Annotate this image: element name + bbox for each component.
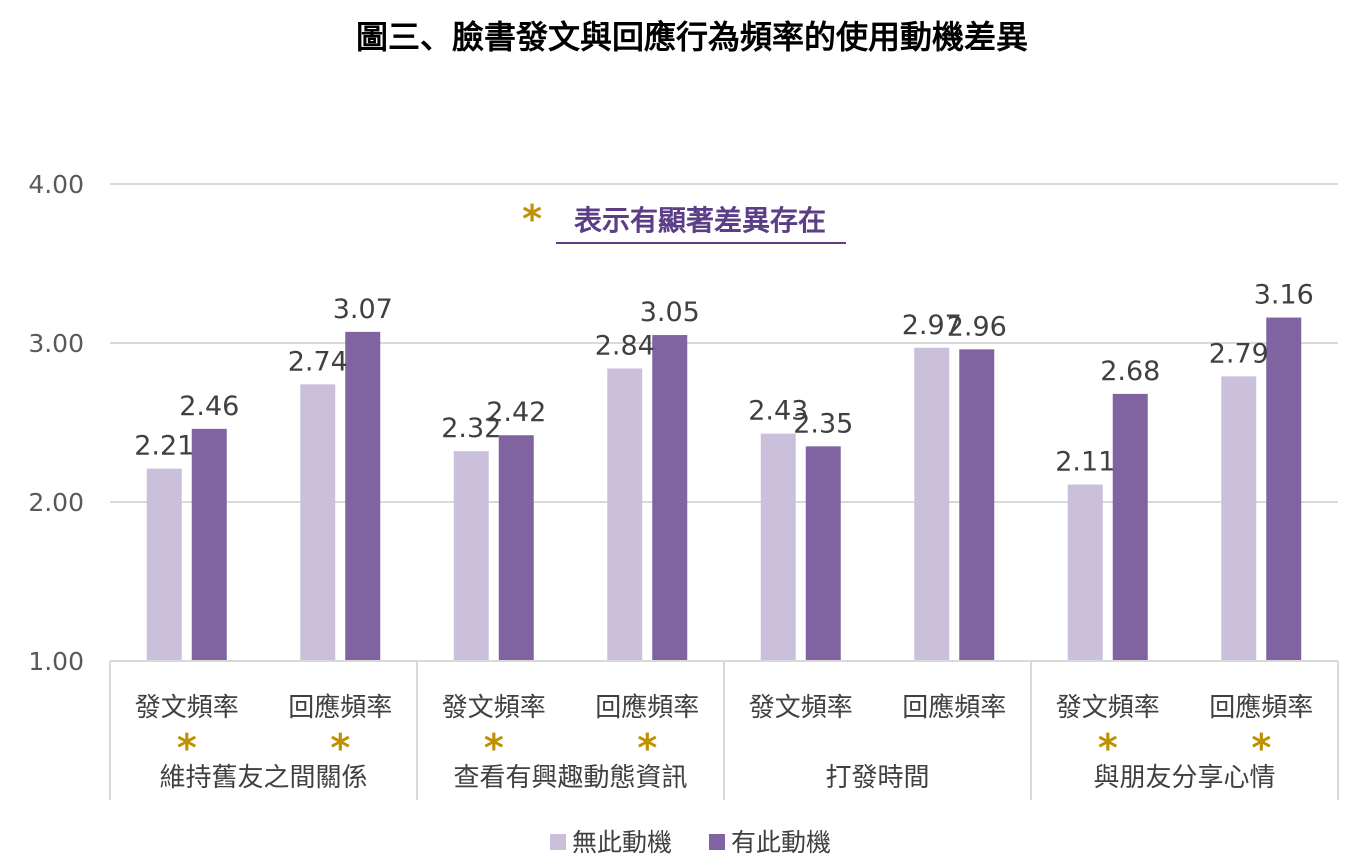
significance-star-icon: * — [1098, 726, 1118, 770]
chart-title: 圖三、臉書發文與回應行為頻率的使用動機差異 — [356, 18, 1028, 56]
x-axis: 維持舊友之間關係發文頻率*回應頻率*查看有興趣動態資訊發文頻率*回應頻率*打發時… — [109, 660, 1339, 800]
data-label: 3.16 — [1254, 280, 1314, 311]
data-label: 2.42 — [486, 397, 546, 428]
category-label: 發文頻率 — [442, 693, 546, 723]
bars — [146, 317, 1302, 661]
data-label: 2.11 — [1055, 447, 1115, 478]
bar — [1112, 393, 1148, 661]
note-star-icon: * — [522, 197, 542, 241]
bar — [498, 435, 534, 661]
legend: 無此動機 有此動機 — [550, 828, 831, 857]
legend-swatch — [550, 834, 566, 850]
data-label: 3.07 — [333, 294, 393, 325]
data-label: 2.43 — [748, 396, 808, 427]
bar — [914, 347, 950, 661]
data-label: 3.05 — [640, 297, 700, 328]
data-label: 2.21 — [134, 431, 194, 462]
data-label: 2.97 — [902, 310, 962, 341]
group-label: 查看有興趣動態資訊 — [453, 763, 687, 793]
legend-swatch — [709, 834, 725, 850]
bar — [345, 331, 381, 661]
category-label: 發文頻率 — [1056, 693, 1160, 723]
group-label: 打發時間 — [825, 763, 929, 793]
significance-star-icon: * — [484, 726, 504, 770]
y-tick-label: 2.00 — [28, 488, 84, 517]
data-labels: 2.21 2.46 2.74 3.07 2.322.42 2.843.05 2.432.35… — [134, 280, 1314, 478]
significance-star-icon: * — [1251, 726, 1271, 770]
legend-label: 有此動機 — [731, 828, 831, 857]
significance-note: * 表示有顯著差異存在 — [522, 197, 846, 244]
data-label: 2.32 — [441, 413, 501, 444]
category-label: 回應頻率 — [902, 693, 1006, 723]
bar — [300, 384, 336, 661]
bar — [1221, 376, 1257, 661]
legend-label: 無此動機 — [572, 828, 672, 857]
bar — [607, 368, 643, 661]
y-tick-label: 3.00 — [28, 329, 84, 358]
data-label: 2.46 — [179, 391, 239, 422]
significance-star-icon: * — [637, 726, 657, 770]
bar — [652, 335, 688, 661]
category-label: 回應頻率 — [288, 693, 392, 723]
bar — [191, 428, 227, 661]
bar — [1067, 484, 1103, 661]
data-label: 2.79 — [1209, 338, 1269, 369]
note-text: 表示有顯著差異存在 — [574, 204, 826, 237]
category-label: 發文頻率 — [749, 693, 853, 723]
data-label: 2.96 — [947, 311, 1007, 342]
significance-star-icon: * — [177, 726, 197, 770]
data-label: 2.84 — [595, 330, 655, 361]
significance-star-icon: * — [330, 726, 350, 770]
y-tick-label: 1.00 — [28, 647, 84, 676]
bar — [805, 446, 841, 661]
data-label: 2.68 — [1100, 356, 1160, 387]
data-label: 2.74 — [288, 346, 348, 377]
data-label: 2.35 — [793, 408, 853, 439]
category-label: 回應頻率 — [1209, 693, 1313, 723]
group-label: 維持舊友之間關係 — [159, 763, 367, 793]
bar — [453, 451, 489, 661]
y-tick-label: 4.00 — [28, 170, 84, 199]
group-label: 與朋友分享心情 — [1093, 763, 1275, 793]
bar — [760, 433, 796, 661]
category-label: 發文頻率 — [135, 693, 239, 723]
bar — [959, 349, 995, 661]
bar — [146, 468, 182, 661]
category-label: 回應頻率 — [595, 693, 699, 723]
bar — [1266, 317, 1302, 661]
